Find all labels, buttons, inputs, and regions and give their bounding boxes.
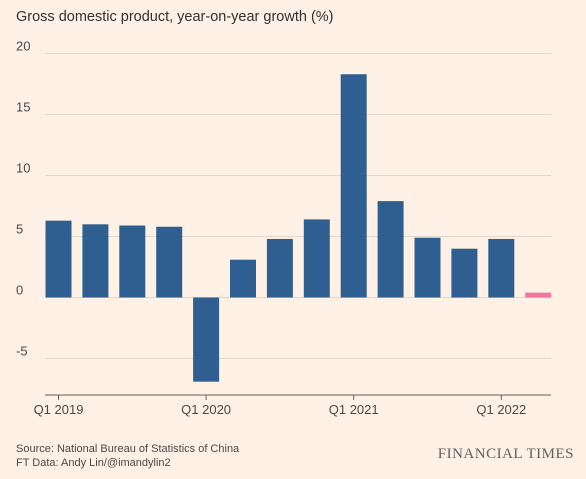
source-text: Source: National Bureau of Statistics of… — [16, 443, 240, 455]
bar-q1-2021 — [340, 74, 367, 298]
y-tick-label: 5 — [16, 222, 23, 237]
bar-q4-2020 — [303, 219, 330, 298]
bar-q3-2019 — [119, 225, 146, 298]
x-tick-label: Q1 2022 — [476, 402, 526, 417]
gridlines: -5 0 5 10 15 20 — [16, 39, 551, 359]
bar-q2-2021 — [377, 201, 404, 298]
ft-logo: FINANCIAL TIMES — [437, 446, 574, 462]
bars — [45, 74, 552, 382]
credit-text: FT Data: Andy Lin/@imandylin2 — [16, 457, 171, 469]
bar-q2-2019 — [82, 224, 109, 298]
source-note: Source: National Bureau of Statistics of… — [16, 442, 239, 470]
bar-q1-2020 — [193, 297, 220, 382]
bar-q2-2022 — [525, 292, 552, 298]
y-tick-label: 20 — [16, 39, 30, 54]
bar-q1-2022 — [488, 238, 515, 298]
bar-q2-2020 — [230, 259, 256, 298]
bar-q1-2019 — [45, 220, 72, 298]
y-tick-label: -5 — [16, 344, 28, 359]
x-tick-label: Q1 2021 — [329, 402, 379, 417]
y-tick-label: 0 — [16, 283, 23, 298]
x-tick-label: Q1 2019 — [34, 402, 84, 417]
y-tick-label: 15 — [16, 100, 30, 115]
bar-q4-2019 — [156, 226, 183, 298]
chart-title: Gross domestic product, year-on-year gro… — [16, 9, 334, 25]
x-axis: Q1 2019 Q1 2020 Q1 2021 Q1 2022 — [34, 394, 551, 417]
y-tick-label: 10 — [16, 161, 30, 176]
bar-chart: -5 0 5 10 15 20 Q1 2019 Q1 2020 Q1 2021 Q1 2022 — [16, 39, 552, 417]
bar-q3-2021 — [414, 237, 441, 298]
bar-q3-2020 — [266, 238, 293, 298]
x-tick-label: Q1 2020 — [181, 402, 231, 417]
bar-q4-2021 — [451, 248, 478, 298]
